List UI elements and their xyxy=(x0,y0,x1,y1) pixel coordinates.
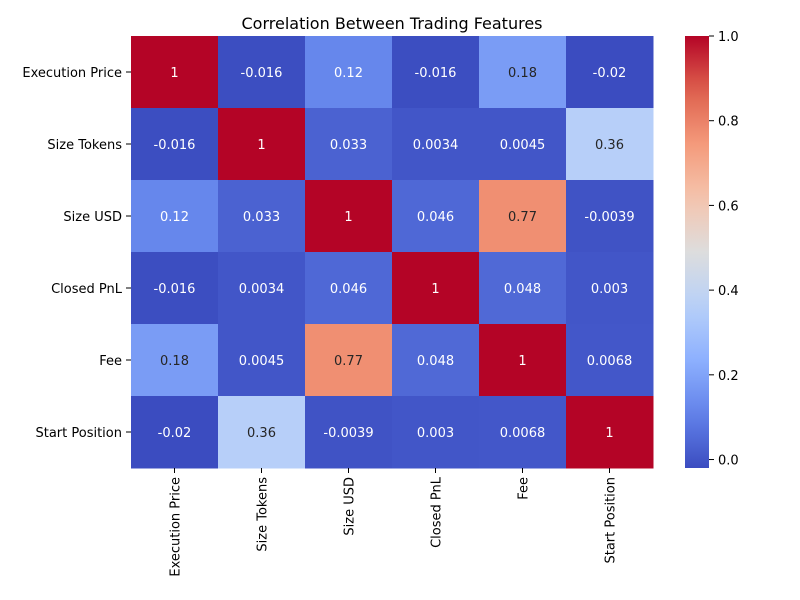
y-tick-label: Execution Price xyxy=(22,66,122,81)
heatmap-cell xyxy=(479,396,567,469)
heatmap-cell xyxy=(131,180,219,253)
cell-value-label: 0.12 xyxy=(334,66,363,81)
heatmap-cell xyxy=(479,324,567,397)
heatmap-cell xyxy=(392,252,480,325)
heatmap-cell xyxy=(131,252,219,325)
heatmap-cell xyxy=(131,324,219,397)
heatmap-cell xyxy=(218,108,306,181)
x-tick-label: Size Tokens xyxy=(256,477,271,552)
cell-value-label: 0.048 xyxy=(504,282,541,297)
cell-value-label: 0.046 xyxy=(417,210,454,225)
y-tick-label: Start Position xyxy=(35,426,122,441)
heatmap-cell xyxy=(479,108,567,181)
cell-value-label: 1 xyxy=(170,66,178,81)
heatmap-cell xyxy=(305,180,393,253)
colorbar-tick-label: 0.0 xyxy=(718,454,739,469)
heatmap-cells: 1 -0.016 0.12 -0.016 0.18 -0.02 -0.016 1 0.033 0.… xyxy=(131,36,654,469)
heatmap-cell xyxy=(479,36,567,109)
x-tick-label: Execution Price xyxy=(169,477,184,577)
cell-value-label: 0.77 xyxy=(334,354,363,369)
heatmap-cell xyxy=(479,252,567,325)
cell-value-label: 1 xyxy=(518,354,526,369)
cell-value-label: -0.016 xyxy=(154,138,196,153)
x-tick-label: Start Position xyxy=(604,477,619,564)
cell-value-label: -0.0039 xyxy=(323,426,373,441)
cell-value-label: 0.003 xyxy=(591,282,628,297)
heatmap-cell xyxy=(566,396,654,469)
x-tick-labels: Execution Price Size Tokens Size USD Closed… xyxy=(169,468,619,577)
cell-value-label: 1 xyxy=(431,282,439,297)
cell-value-label: 0.18 xyxy=(160,354,189,369)
cell-value-label: 0.77 xyxy=(508,210,537,225)
y-tick-label: Size USD xyxy=(63,210,122,225)
cell-value-label: -0.016 xyxy=(154,282,196,297)
heatmap-cell xyxy=(305,108,393,181)
heatmap-cell xyxy=(392,324,480,397)
cell-value-label: 0.033 xyxy=(330,138,367,153)
heatmap-cell xyxy=(566,36,654,109)
heatmap-cell xyxy=(305,36,393,109)
chart-title: Correlation Between Trading Features xyxy=(242,14,543,33)
heatmap-cell xyxy=(218,252,306,325)
cell-value-label: 0.0068 xyxy=(587,354,633,369)
cell-value-label: 1 xyxy=(605,426,613,441)
cell-value-label: 0.12 xyxy=(160,210,189,225)
heatmap-cell xyxy=(392,36,480,109)
cell-value-label: 0.0045 xyxy=(239,354,285,369)
heatmap-cell xyxy=(566,180,654,253)
heatmap-cell xyxy=(392,108,480,181)
heatmap-cell xyxy=(566,324,654,397)
cell-value-label: 0.18 xyxy=(508,66,537,81)
cell-value-label: 0.0034 xyxy=(239,282,285,297)
heatmap-cell xyxy=(305,324,393,397)
cell-value-label: 0.36 xyxy=(595,138,624,153)
colorbar: 0.0 0.2 0.4 0.6 0.8 1.0 xyxy=(685,30,739,469)
heatmap-cell xyxy=(392,396,480,469)
heatmap-cell xyxy=(218,396,306,469)
heatmap-cell xyxy=(218,180,306,253)
cell-value-label: 0.003 xyxy=(417,426,454,441)
cell-value-label: -0.016 xyxy=(415,66,457,81)
colorbar-tick-label: 0.4 xyxy=(718,284,739,299)
heatmap-cell xyxy=(392,180,480,253)
cell-value-label: -0.02 xyxy=(158,426,192,441)
colorbar-tick-label: 0.6 xyxy=(718,199,739,214)
cell-value-label: 0.0034 xyxy=(413,138,459,153)
heatmap-cell xyxy=(218,324,306,397)
cell-value-label: 1 xyxy=(344,210,352,225)
heatmap-cell xyxy=(305,396,393,469)
cell-value-label: 0.36 xyxy=(247,426,276,441)
cell-value-label: 0.046 xyxy=(330,282,367,297)
heatmap-cell xyxy=(218,36,306,109)
heatmap-cell xyxy=(566,252,654,325)
cell-value-label: 0.048 xyxy=(417,354,454,369)
cell-value-label: 0.0045 xyxy=(500,138,546,153)
x-tick-label: Closed PnL xyxy=(430,476,445,548)
y-tick-label: Fee xyxy=(99,354,122,369)
cell-value-label: -0.02 xyxy=(593,66,627,81)
heatmap-cell xyxy=(479,180,567,253)
cell-value-label: -0.0039 xyxy=(584,210,634,225)
heatmap-cell xyxy=(566,108,654,181)
y-tick-labels: Execution Price Size Tokens Size USD Closed… xyxy=(22,66,131,441)
cell-value-label: 0.0068 xyxy=(500,426,546,441)
heatmap-cell xyxy=(131,396,219,469)
cell-value-label: 1 xyxy=(257,138,265,153)
x-tick-label: Fee xyxy=(517,477,532,500)
y-tick-label: Size Tokens xyxy=(47,138,122,153)
heatmap-cell xyxy=(305,252,393,325)
colorbar-tick-label: 1.0 xyxy=(718,30,739,45)
cell-value-label: 0.033 xyxy=(243,210,280,225)
colorbar-gradient xyxy=(685,36,709,468)
cell-value-label: -0.016 xyxy=(241,66,283,81)
x-tick-label: Size USD xyxy=(343,477,358,536)
heatmap-cell xyxy=(131,36,219,109)
colorbar-tick-label: 0.2 xyxy=(718,369,739,384)
colorbar-tick-label: 0.8 xyxy=(718,115,739,130)
heatmap-cell xyxy=(131,108,219,181)
y-tick-label: Closed PnL xyxy=(51,282,123,297)
